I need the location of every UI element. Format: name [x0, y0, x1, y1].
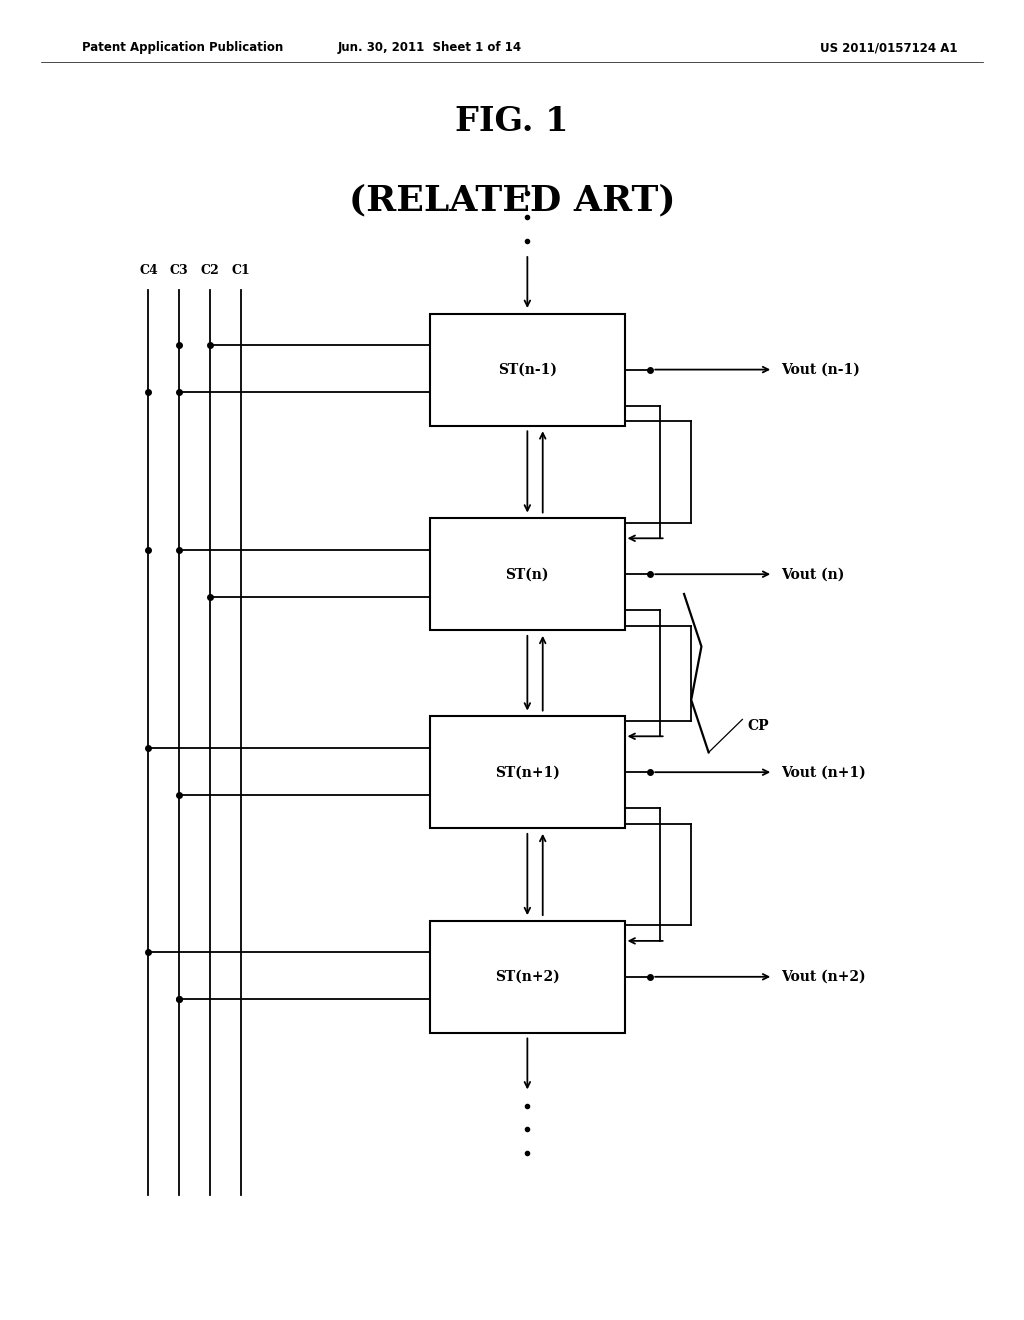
- Text: Vout (n+1): Vout (n+1): [781, 766, 866, 779]
- Text: C4: C4: [139, 264, 158, 277]
- Text: C1: C1: [231, 264, 250, 277]
- Text: Vout (n-1): Vout (n-1): [781, 363, 860, 376]
- Text: C2: C2: [201, 264, 219, 277]
- Text: CP: CP: [748, 719, 769, 733]
- Text: US 2011/0157124 A1: US 2011/0157124 A1: [820, 41, 957, 54]
- Text: Jun. 30, 2011  Sheet 1 of 14: Jun. 30, 2011 Sheet 1 of 14: [338, 41, 522, 54]
- Text: ST(n): ST(n): [506, 568, 549, 581]
- Text: FIG. 1: FIG. 1: [456, 106, 568, 139]
- Text: (RELATED ART): (RELATED ART): [349, 183, 675, 218]
- Bar: [430, 314, 625, 425]
- Text: Patent Application Publication: Patent Application Publication: [82, 41, 284, 54]
- Bar: [430, 921, 625, 1032]
- Bar: [430, 715, 625, 829]
- Text: C3: C3: [170, 264, 188, 277]
- Text: ST(n+1): ST(n+1): [495, 766, 560, 779]
- Bar: [430, 519, 625, 631]
- Text: ST(n-1): ST(n-1): [498, 363, 557, 376]
- Text: ST(n+2): ST(n+2): [495, 970, 560, 983]
- Text: Vout (n+2): Vout (n+2): [781, 970, 866, 983]
- Text: Vout (n): Vout (n): [781, 568, 845, 581]
